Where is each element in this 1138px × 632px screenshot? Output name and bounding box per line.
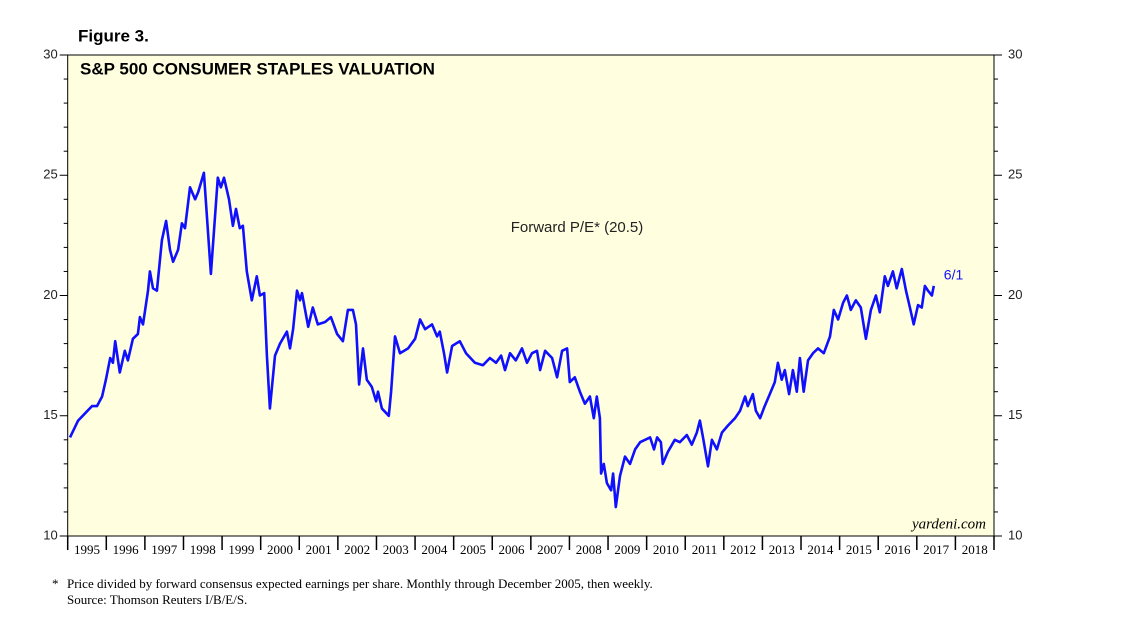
x-tick-label: 2000 — [267, 542, 293, 557]
plot-background — [67, 54, 995, 537]
brand: yardeni.com — [910, 516, 986, 532]
y2-tick-label: 25 — [1008, 167, 1022, 182]
footnote-marker: * — [52, 576, 59, 591]
x-tick-label: 2018 — [962, 542, 988, 557]
footnote: Price divided by forward consensus expec… — [67, 576, 653, 591]
x-tick-label: 2007 — [537, 542, 564, 557]
x-tick-label: 2013 — [769, 542, 795, 557]
x-tick-label: 2017 — [923, 542, 950, 557]
x-tick-label: 2016 — [885, 542, 912, 557]
y2-tick-label: 15 — [1008, 407, 1022, 422]
end-label: 6/1 — [944, 267, 964, 283]
y-tick-label: 25 — [43, 167, 57, 182]
x-tick-label: 2001 — [306, 542, 332, 557]
x-tick-label: 2004 — [421, 542, 448, 557]
x-tick-label: 2011 — [692, 542, 718, 557]
y-tick-label: 15 — [43, 407, 57, 422]
annotation: Forward P/E* (20.5) — [511, 219, 644, 236]
x-tick-label: 2014 — [807, 542, 834, 557]
x-tick-label: 1997 — [151, 542, 178, 557]
x-tick-label: 2008 — [576, 542, 602, 557]
y-tick-label: 20 — [43, 287, 57, 302]
x-tick-label: 1998 — [190, 542, 216, 557]
x-tick-label: 2003 — [383, 542, 409, 557]
x-tick-label: 1999 — [228, 542, 254, 557]
figure-label: Figure 3. — [78, 26, 149, 45]
chart-title: S&P 500 CONSUMER STAPLES VALUATION — [80, 59, 435, 78]
series-line — [68, 171, 936, 509]
x-tick-label: 2005 — [460, 542, 486, 557]
x-tick-label: 2010 — [653, 542, 679, 557]
x-tick-label: 1996 — [113, 542, 140, 557]
source: Source: Thomson Reuters I/B/E/S. — [67, 592, 247, 607]
x-tick-label: 2009 — [614, 542, 640, 557]
y-tick-label: 10 — [43, 527, 57, 542]
y2-tick-label: 20 — [1008, 287, 1022, 302]
x-tick-label: 2006 — [499, 542, 526, 557]
y2-tick-label: 30 — [1008, 46, 1022, 61]
y-tick-label: 30 — [43, 46, 57, 61]
x-tick-label: 2012 — [730, 542, 756, 557]
x-tick-label: 2015 — [846, 542, 872, 557]
x-tick-label: 2002 — [344, 542, 370, 557]
y2-tick-label: 10 — [1008, 527, 1022, 542]
x-tick-label: 1995 — [74, 542, 100, 557]
